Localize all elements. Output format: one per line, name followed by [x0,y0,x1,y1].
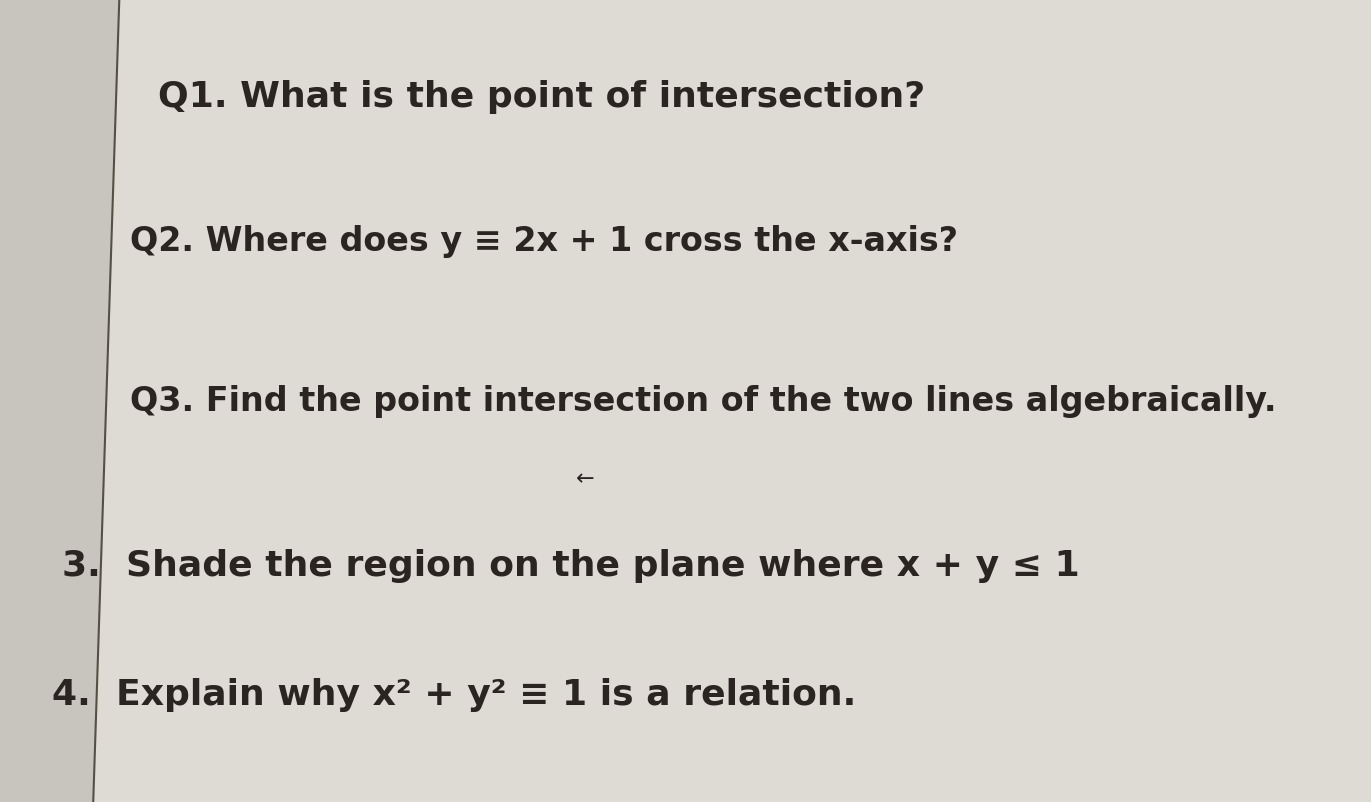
Text: Q2. Where does y ≡ 2x + 1 cross the x-axis?: Q2. Where does y ≡ 2x + 1 cross the x-ax… [130,225,958,257]
Text: 3.  Shade the region on the plane where x + y ≤ 1: 3. Shade the region on the plane where x… [62,549,1079,583]
Text: 4.  Explain why x² + y² ≡ 1 is a relation.: 4. Explain why x² + y² ≡ 1 is a relation… [52,678,857,711]
Text: Q3. Find the point intersection of the two lines algebraically.: Q3. Find the point intersection of the t… [130,385,1276,418]
Polygon shape [93,0,1371,802]
Text: Q1. What is the point of intersection?: Q1. What is the point of intersection? [158,80,925,114]
Text: ←: ← [576,469,595,489]
